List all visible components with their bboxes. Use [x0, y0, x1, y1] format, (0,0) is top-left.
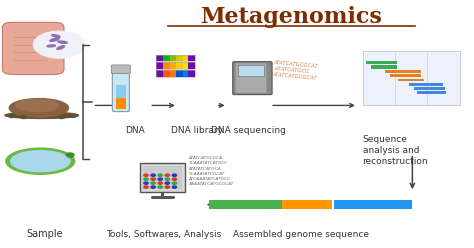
- Ellipse shape: [52, 35, 60, 37]
- Bar: [170, 55, 176, 61]
- Circle shape: [144, 174, 148, 176]
- Circle shape: [165, 174, 170, 176]
- Ellipse shape: [47, 45, 55, 47]
- Bar: [156, 62, 163, 69]
- Text: DNA library: DNA library: [171, 126, 223, 135]
- Ellipse shape: [50, 38, 59, 41]
- Bar: [334, 200, 412, 209]
- Ellipse shape: [5, 112, 78, 118]
- FancyBboxPatch shape: [112, 69, 129, 112]
- Text: Tools, Softwares, Analysis: Tools, Softwares, Analysis: [106, 230, 221, 239]
- Bar: [371, 65, 397, 69]
- Text: Assembled genome sequence: Assembled genome sequence: [233, 230, 369, 239]
- Text: ATATCATGCGCA
TCAAATATCATGCC
ATATATCATGCA
TCAAATATCGCAT
ATCAAATATCATGCC
AAAATATCA: ATATCATGCGCA TCAAATATCATGCC ATATATCATGCA…: [189, 156, 234, 186]
- Circle shape: [144, 186, 148, 188]
- Circle shape: [158, 182, 162, 184]
- Circle shape: [172, 174, 176, 176]
- Circle shape: [151, 178, 155, 180]
- Circle shape: [59, 116, 64, 119]
- Circle shape: [151, 174, 155, 176]
- Bar: [209, 200, 282, 209]
- Text: DNA: DNA: [125, 126, 145, 135]
- Text: Metagenomics: Metagenomics: [201, 6, 383, 28]
- Bar: [143, 166, 182, 189]
- FancyBboxPatch shape: [236, 63, 266, 93]
- Ellipse shape: [57, 46, 64, 49]
- Circle shape: [9, 115, 15, 118]
- Bar: [170, 62, 176, 69]
- Circle shape: [151, 186, 155, 188]
- Circle shape: [172, 178, 176, 180]
- Bar: [363, 52, 460, 105]
- Bar: [176, 70, 182, 77]
- Circle shape: [21, 116, 27, 119]
- FancyBboxPatch shape: [111, 65, 130, 73]
- Circle shape: [71, 114, 76, 117]
- Bar: [156, 55, 195, 61]
- Text: Sample: Sample: [27, 229, 64, 239]
- Circle shape: [33, 31, 85, 58]
- Bar: [163, 70, 170, 77]
- Circle shape: [66, 153, 74, 157]
- Circle shape: [165, 178, 170, 180]
- Ellipse shape: [16, 99, 58, 112]
- Bar: [140, 163, 185, 191]
- Bar: [385, 70, 421, 73]
- Bar: [390, 74, 421, 77]
- Bar: [282, 200, 332, 209]
- Bar: [366, 61, 397, 64]
- Circle shape: [158, 178, 162, 180]
- Bar: [182, 55, 189, 61]
- Text: ATATCATGCGCAT
 ATATCATGCG
ATATCATGCGCAT: ATATCATGCGCAT ATATCATGCG ATATCATGCGCAT: [273, 61, 319, 81]
- Bar: [163, 55, 170, 61]
- Circle shape: [144, 182, 148, 184]
- Bar: [176, 62, 182, 69]
- Circle shape: [158, 186, 162, 188]
- Circle shape: [158, 174, 162, 176]
- Bar: [182, 70, 189, 77]
- Bar: [156, 70, 195, 77]
- Bar: [156, 62, 195, 69]
- Circle shape: [172, 182, 176, 184]
- Circle shape: [165, 182, 170, 184]
- Polygon shape: [116, 98, 126, 109]
- FancyBboxPatch shape: [2, 22, 64, 74]
- Bar: [156, 55, 163, 61]
- Text: DNA sequencing: DNA sequencing: [211, 126, 286, 135]
- Bar: [189, 62, 195, 69]
- Bar: [238, 65, 264, 76]
- Polygon shape: [116, 85, 126, 98]
- Ellipse shape: [11, 151, 70, 172]
- Bar: [182, 62, 189, 69]
- Bar: [189, 55, 195, 61]
- Circle shape: [144, 178, 148, 180]
- Text: Sequence
analysis and
reconstruction: Sequence analysis and reconstruction: [363, 135, 428, 166]
- Bar: [170, 70, 176, 77]
- Bar: [189, 70, 195, 77]
- Ellipse shape: [58, 41, 67, 43]
- Bar: [409, 83, 443, 86]
- FancyBboxPatch shape: [233, 62, 272, 94]
- Circle shape: [165, 186, 170, 188]
- Bar: [163, 62, 170, 69]
- Ellipse shape: [9, 99, 68, 117]
- Bar: [414, 87, 445, 90]
- Circle shape: [151, 182, 155, 184]
- Bar: [156, 70, 163, 77]
- Bar: [417, 91, 446, 94]
- Bar: [176, 55, 182, 61]
- Bar: [398, 79, 424, 81]
- Circle shape: [172, 186, 176, 188]
- Ellipse shape: [6, 148, 75, 174]
